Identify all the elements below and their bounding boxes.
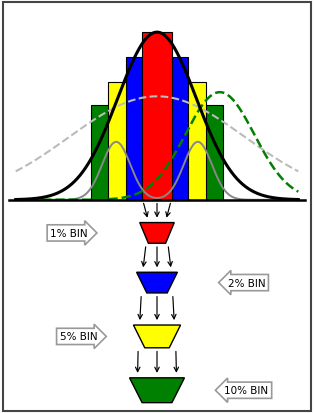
Polygon shape (137, 273, 177, 293)
Polygon shape (133, 325, 181, 348)
Bar (126, 58, 188, 200)
Text: 1% BIN: 1% BIN (50, 228, 88, 238)
Bar (142, 33, 172, 200)
Text: 10% BIN: 10% BIN (225, 385, 268, 395)
Bar (108, 83, 206, 200)
Polygon shape (129, 378, 184, 403)
Bar (91, 105, 223, 200)
Text: 5% BIN: 5% BIN (60, 332, 97, 342)
Text: 2% BIN: 2% BIN (228, 278, 265, 288)
Polygon shape (140, 223, 174, 244)
